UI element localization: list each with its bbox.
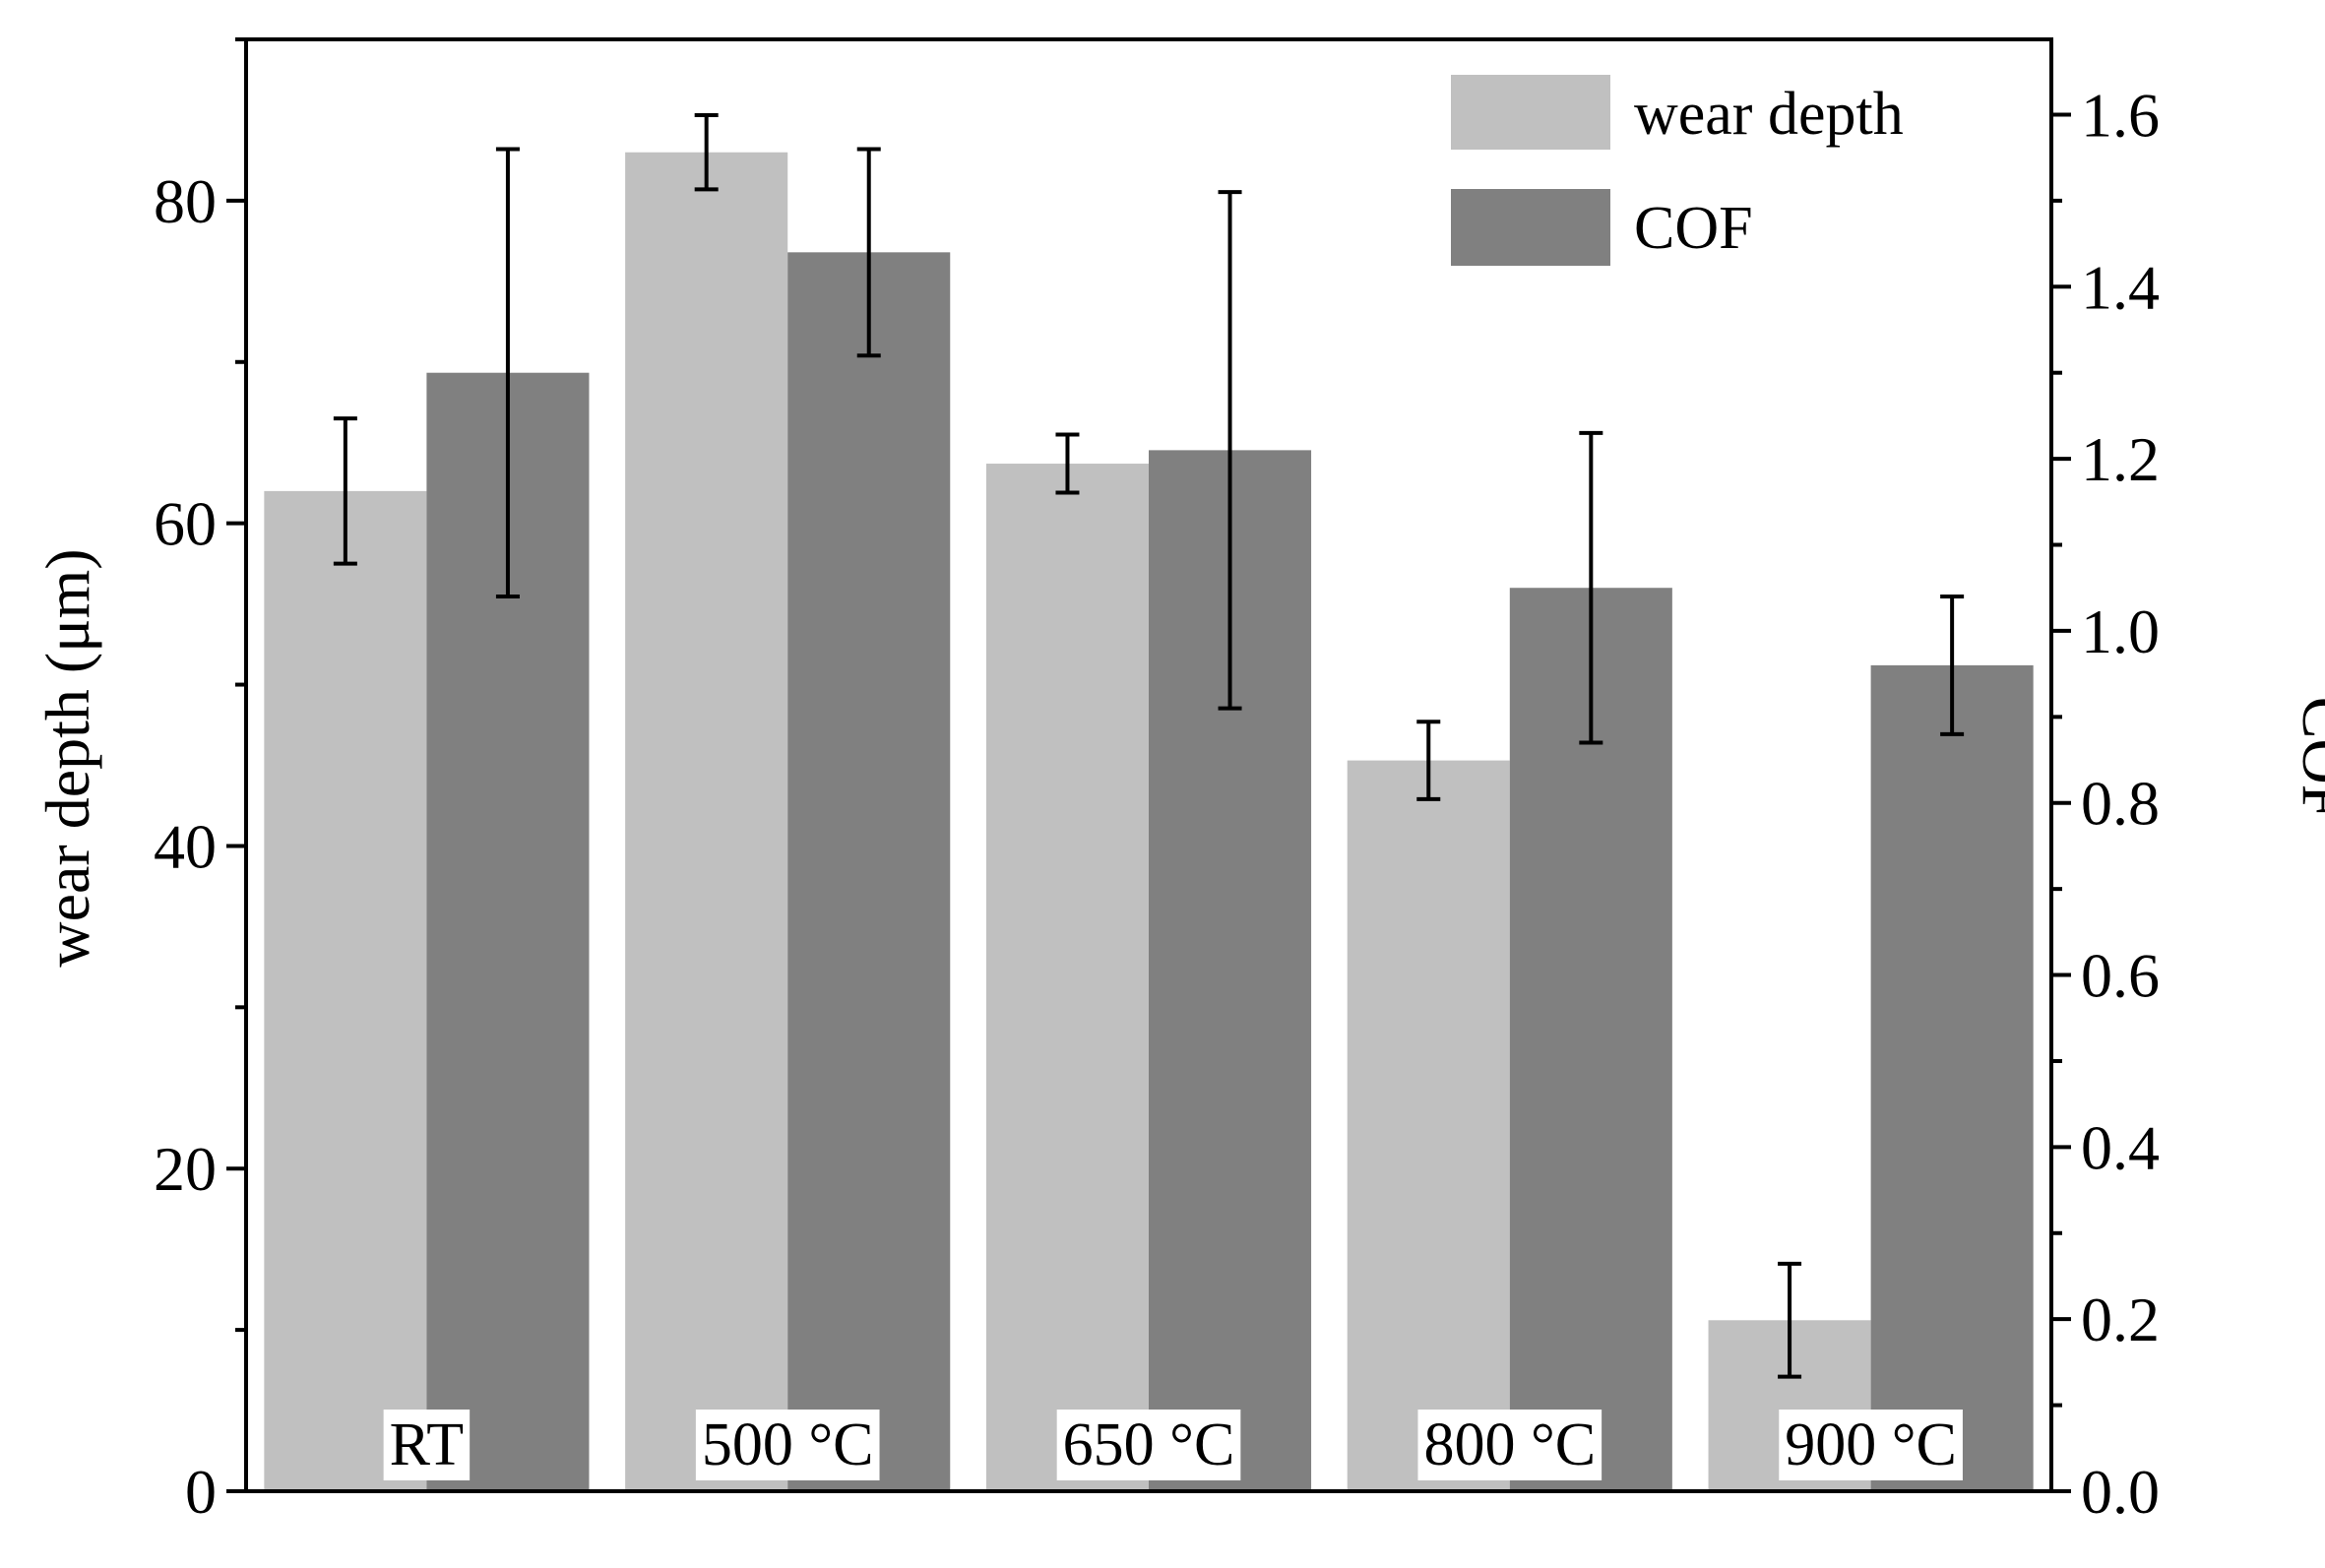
category-label-rt: RT xyxy=(383,1410,471,1480)
error-bar-wear-depth-650-c xyxy=(1055,432,1080,495)
error-bar-cof-900-c xyxy=(1940,594,1965,736)
plot-frame xyxy=(244,37,2053,1493)
bar-wear-depth-650-c xyxy=(985,464,1149,1491)
error-bar-cof-800-c xyxy=(1579,430,1603,745)
right-tick-label: 1.4 xyxy=(2081,252,2160,322)
error-bar-cof-500-c xyxy=(856,147,881,358)
right-tick-label: 1.0 xyxy=(2081,596,2160,666)
category-label-650-c: 650 °C xyxy=(1056,1410,1241,1480)
bar-wear-depth-500-c xyxy=(625,152,788,1492)
category-label-900-c: 900 °C xyxy=(1779,1410,1963,1480)
svg-text:900 °C: 900 °C xyxy=(1785,1411,1957,1478)
svg-text:500 °C: 500 °C xyxy=(702,1411,874,1478)
y2-axis-title: COF xyxy=(2290,697,2325,820)
right-tick-label: 0.0 xyxy=(2081,1457,2160,1527)
left-tick-label: 80 xyxy=(154,166,217,236)
right-tick-label: 1.2 xyxy=(2081,424,2160,494)
error-bar-cof-rt xyxy=(495,147,520,598)
category-labels-layer: RT 500 °C 650 °C 800 °C 900 °C xyxy=(383,1410,1963,1480)
bar-wear-depth-800-c xyxy=(1347,760,1510,1491)
category-label-800-c: 800 °C xyxy=(1417,1410,1602,1480)
error-bar-wear-depth-800-c xyxy=(1416,720,1441,801)
right-tick-label: 1.6 xyxy=(2081,80,2160,150)
svg-text:800 °C: 800 °C xyxy=(1423,1411,1596,1478)
svg-text:650 °C: 650 °C xyxy=(1063,1411,1235,1478)
right-tick-label: 0.4 xyxy=(2081,1112,2160,1182)
right-axis: 0.0 0.2 0.4 0.6 0.8 1.0 1.2 1.4 1.6 xyxy=(2051,80,2160,1527)
category-label-500-c: 500 °C xyxy=(695,1410,880,1480)
bar-cof-500-c xyxy=(787,252,951,1491)
legend-swatch-wear-depth xyxy=(1451,75,1610,150)
legend-label-wear-depth: wear depth xyxy=(1634,81,1904,148)
bar-wear-depth-rt xyxy=(264,490,427,1491)
bar-cof-900-c xyxy=(1870,664,2034,1491)
left-axis: 0 20 40 60 80 xyxy=(154,37,246,1527)
right-tick-label: 0.6 xyxy=(2081,941,2160,1011)
bars-layer xyxy=(264,152,2034,1492)
error-bar-wear-depth-rt xyxy=(333,416,357,566)
left-tick-label: 20 xyxy=(154,1134,217,1204)
left-tick-label: 40 xyxy=(154,811,217,881)
legend-label-cof: COF xyxy=(1634,195,1753,262)
left-tick-label: 60 xyxy=(154,489,217,559)
legend-swatch-cof xyxy=(1451,189,1610,266)
error-bar-wear-depth-900-c xyxy=(1778,1261,1802,1379)
error-bar-wear-depth-500-c xyxy=(694,113,719,192)
legend: wear depth COF xyxy=(1451,75,1904,266)
error-bars-layer xyxy=(333,113,1965,1379)
svg-text:RT: RT xyxy=(390,1411,465,1478)
error-bar-cof-650-c xyxy=(1218,190,1242,711)
left-tick-label: 0 xyxy=(185,1457,217,1527)
right-tick-label: 0.2 xyxy=(2081,1285,2160,1354)
right-tick-label: 0.8 xyxy=(2081,769,2160,839)
y-axis-title: wear depth (μm) xyxy=(32,548,102,967)
